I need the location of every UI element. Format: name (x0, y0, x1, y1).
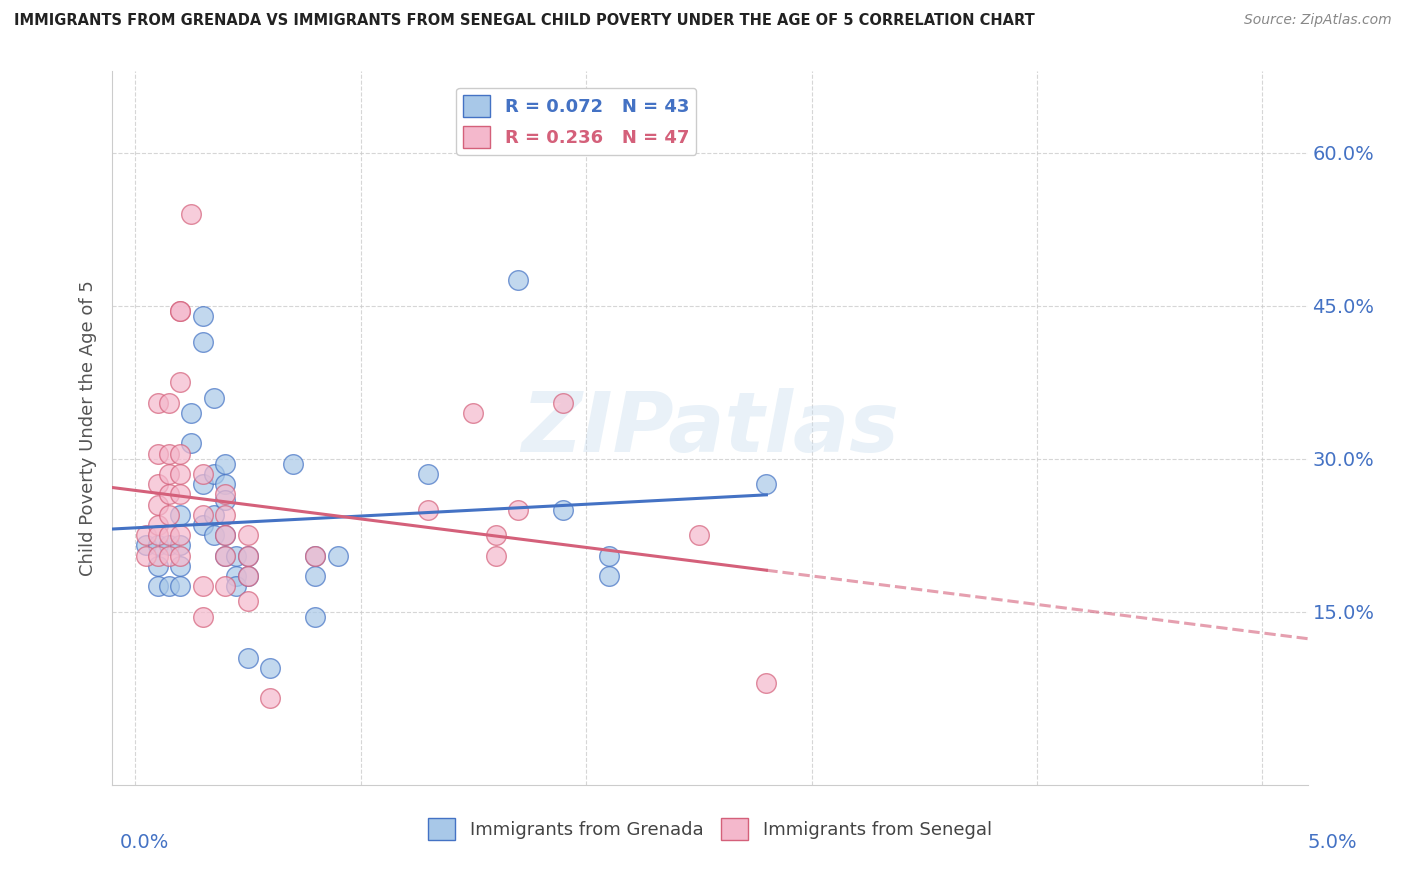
Point (214, 549, 236, 563)
Point (157, 538, 180, 552)
Point (180, 436, 202, 450)
Point (755, 676, 778, 690)
Point (485, 528, 508, 542)
Point (202, 528, 225, 542)
Legend: Immigrants from Grenada, Immigrants from Senegal: Immigrants from Grenada, Immigrants from… (420, 811, 1000, 847)
Point (169, 376, 191, 390)
Point (157, 395, 180, 409)
Point (236, 569, 259, 583)
Point (553, 502, 575, 516)
Point (214, 528, 236, 542)
Point (191, 477, 214, 491)
Text: IMMIGRANTS FROM GRENADA VS IMMIGRANTS FROM SENEGAL CHILD POVERTY UNDER THE AGE O: IMMIGRANTS FROM GRENADA VS IMMIGRANTS FR… (14, 13, 1035, 29)
Point (214, 487, 236, 501)
Point (157, 508, 180, 522)
Point (169, 304, 191, 318)
Point (157, 579, 180, 593)
Point (259, 661, 281, 675)
Point (485, 549, 508, 563)
Point (236, 650, 259, 665)
Point (146, 538, 169, 552)
Point (135, 528, 157, 542)
Point (225, 549, 247, 563)
Point (236, 549, 259, 563)
Point (225, 579, 247, 593)
Point (146, 558, 169, 573)
Point (214, 457, 236, 471)
Point (418, 502, 440, 516)
Point (304, 549, 326, 563)
Point (214, 549, 236, 563)
Point (418, 467, 440, 481)
Point (180, 406, 202, 420)
Point (553, 395, 575, 409)
Point (180, 207, 202, 221)
Text: 5.0%: 5.0% (1308, 833, 1357, 853)
Point (202, 508, 225, 522)
Point (169, 508, 191, 522)
Point (463, 406, 485, 420)
Point (304, 609, 326, 624)
Point (146, 518, 169, 533)
Point (755, 477, 778, 491)
Point (146, 498, 169, 512)
Point (304, 549, 326, 563)
Point (688, 528, 710, 542)
Point (169, 487, 191, 501)
Point (169, 528, 191, 542)
Point (214, 579, 236, 593)
Point (146, 549, 169, 563)
Point (146, 528, 169, 542)
Point (598, 569, 620, 583)
Point (169, 549, 191, 563)
Point (146, 447, 169, 461)
Point (214, 528, 236, 542)
Point (202, 467, 225, 481)
Point (157, 487, 180, 501)
Point (135, 538, 157, 552)
Text: Source: ZipAtlas.com: Source: ZipAtlas.com (1244, 13, 1392, 28)
Point (191, 609, 214, 624)
Point (191, 309, 214, 323)
Point (146, 477, 169, 491)
Point (169, 467, 191, 481)
Point (157, 467, 180, 481)
Point (191, 579, 214, 593)
Point (304, 569, 326, 583)
Point (236, 569, 259, 583)
Point (214, 477, 236, 491)
Point (169, 538, 191, 552)
Point (326, 549, 349, 563)
Point (169, 579, 191, 593)
Point (146, 395, 169, 409)
Point (157, 549, 180, 563)
Point (191, 508, 214, 522)
Point (157, 528, 180, 542)
Point (236, 594, 259, 608)
Point (214, 492, 236, 507)
Point (191, 334, 214, 349)
Point (169, 447, 191, 461)
Point (191, 467, 214, 481)
Point (146, 579, 169, 593)
Point (157, 447, 180, 461)
Y-axis label: Child Poverty Under the Age of 5: Child Poverty Under the Age of 5 (79, 280, 97, 576)
Point (202, 391, 225, 405)
Text: 0.0%: 0.0% (120, 833, 169, 853)
Point (598, 549, 620, 563)
Point (191, 518, 214, 533)
Point (281, 457, 304, 471)
Point (225, 569, 247, 583)
Point (214, 508, 236, 522)
Point (508, 502, 530, 516)
Point (169, 558, 191, 573)
Point (135, 549, 157, 563)
Point (508, 273, 530, 287)
Point (169, 304, 191, 318)
Point (236, 528, 259, 542)
Text: ZIPatlas: ZIPatlas (522, 388, 898, 468)
Point (236, 549, 259, 563)
Point (259, 691, 281, 706)
